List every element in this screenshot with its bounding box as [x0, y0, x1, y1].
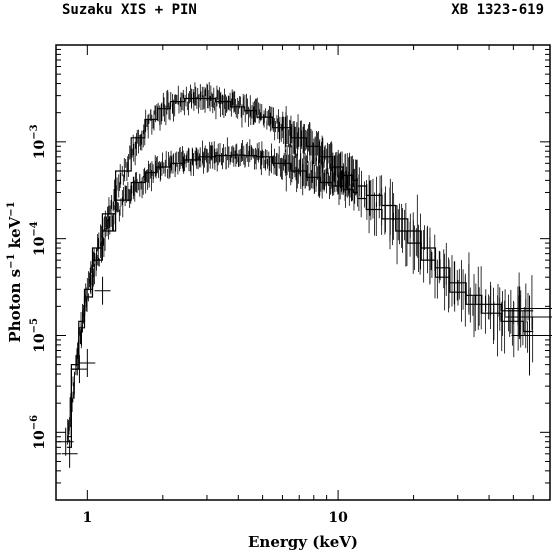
- y-tick-label: 10−3: [29, 124, 48, 159]
- model-step-line: [357, 185, 534, 312]
- series-layer: [57, 82, 552, 468]
- series-4: [57, 276, 111, 468]
- x-tick-label: 1: [82, 510, 92, 526]
- x-axis-label: Energy (keV): [248, 533, 358, 551]
- y-tick-label: 10−4: [29, 221, 48, 256]
- series-3: [357, 174, 534, 363]
- plot-frame: [55, 44, 551, 501]
- y-tick-label: 10−5: [29, 318, 48, 353]
- axis-ticks: [56, 45, 551, 501]
- tick-labels: 1 10 10−6 10−5 10−4 10−3: [29, 124, 348, 526]
- series-0: [67, 82, 358, 443]
- x-tick-label: 10: [328, 510, 348, 526]
- model-step-line: [357, 197, 534, 333]
- y-axis-label: Photon s−1 keV−1: [6, 201, 24, 342]
- high-energy-points: [505, 286, 552, 376]
- header-right-label: XB 1323-619: [451, 2, 544, 18]
- model-step-line: [67, 154, 358, 448]
- y-tick-label: 10−6: [29, 415, 48, 450]
- series-1: [67, 137, 358, 448]
- header-left-label: Suzaku XIS + PIN: [62, 2, 197, 18]
